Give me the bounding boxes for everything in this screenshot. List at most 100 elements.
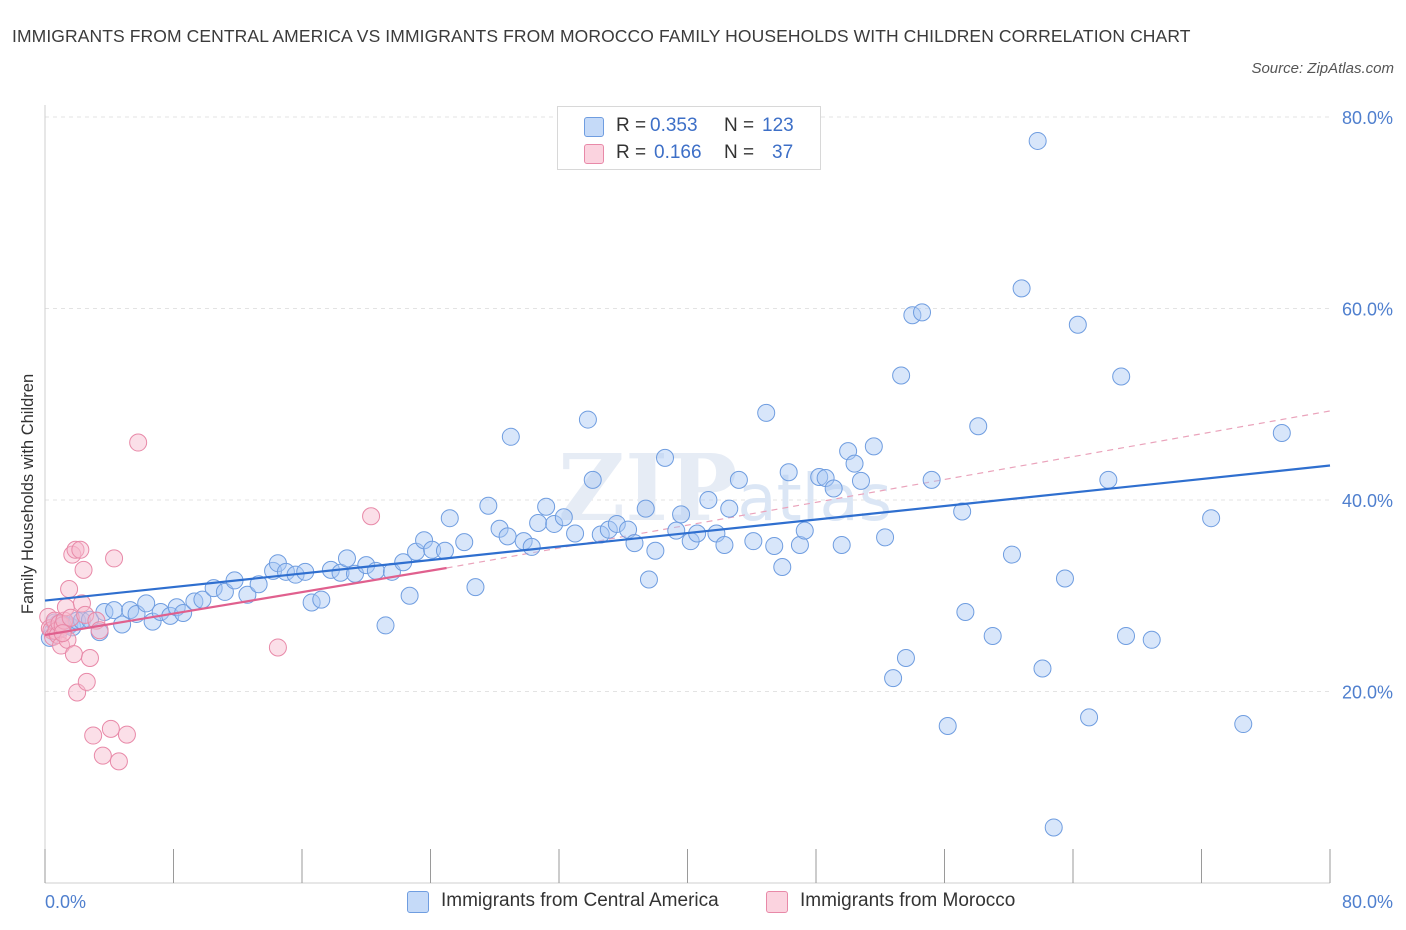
data-point-central-america (545, 514, 564, 533)
data-point-central-america (1028, 131, 1047, 150)
data-point-central-america (922, 470, 941, 489)
data-point-central-america (1012, 279, 1031, 298)
data-point-central-america (699, 491, 718, 509)
data-point-central-america (720, 499, 739, 518)
data-point-central-america (757, 403, 776, 422)
bottom-legend-label: Immigrants from Morocco (800, 890, 1016, 911)
data-point-central-america (876, 528, 895, 547)
data-point-central-america (566, 524, 585, 543)
data-point-central-america (466, 578, 485, 597)
axes (44, 105, 1331, 884)
data-point-central-america (583, 470, 602, 489)
y-tick-label: 40.0% (1342, 491, 1393, 511)
data-point-central-america (498, 527, 517, 546)
data-point-central-america (578, 410, 597, 429)
tick-labels: 20.0% 40.0% 60.0% 80.0% 0.0% 80.0% (45, 108, 1393, 912)
data-point-central-america (479, 496, 498, 515)
data-point-morocco (71, 540, 90, 559)
y-tick-label: 80.0% (1342, 108, 1393, 128)
legend-r-label: R = (616, 142, 647, 163)
data-point-central-america (969, 417, 988, 436)
data-point-morocco (109, 752, 128, 771)
central-america-trend-line (44, 464, 1331, 602)
data-point-central-america (864, 437, 883, 456)
data-point-morocco (66, 540, 85, 559)
data-point-central-america (1055, 569, 1074, 588)
data-point-central-america (639, 570, 658, 589)
data-point-central-america (376, 616, 395, 635)
data-point-central-america (337, 549, 356, 568)
data-point-central-america (1068, 315, 1087, 334)
data-point-central-america (790, 536, 809, 555)
data-point-morocco (84, 726, 103, 745)
data-point-central-america (238, 585, 257, 604)
data-point-central-america (956, 603, 975, 622)
data-point-central-america (440, 509, 459, 528)
data-point-central-america (983, 626, 1002, 645)
grid-lines (45, 116, 1330, 692)
data-point-central-america (1033, 659, 1052, 678)
legend-swatch-blue (584, 117, 604, 137)
data-point-morocco (101, 719, 120, 738)
legend-n-label: N = (724, 142, 755, 163)
y-tick-label: 20.0% (1342, 683, 1393, 703)
data-point-morocco (268, 638, 287, 657)
data-point-morocco (60, 580, 79, 599)
data-point-central-america (1234, 715, 1253, 734)
data-point-central-america (729, 470, 748, 489)
data-point-morocco (61, 608, 80, 627)
data-point-central-america (1142, 630, 1161, 649)
data-point-central-america (773, 558, 792, 577)
data-point-morocco (74, 560, 93, 579)
data-point-central-america (672, 505, 691, 524)
series-central-america-points (40, 131, 1291, 837)
data-point-morocco (64, 645, 83, 664)
data-point-central-america (913, 303, 932, 322)
morocco-trend-line (44, 566, 447, 637)
data-point-central-america (795, 521, 814, 540)
bottom-legend-swatch-blue (407, 891, 429, 913)
data-point-morocco (77, 672, 96, 691)
legend-n-value: 37 (772, 142, 794, 163)
data-point-central-america (636, 499, 655, 518)
data-point-central-america (896, 648, 915, 667)
data-point-central-america (1044, 818, 1063, 837)
data-point-central-america (656, 448, 675, 467)
data-point-central-america (554, 508, 573, 527)
data-point-central-america (501, 427, 520, 446)
data-point-morocco (93, 746, 112, 765)
correlation-legend: R = 0.353 N = 123 R = 0.166 N = 37 (557, 106, 821, 170)
data-point-central-america (400, 586, 419, 605)
data-point-central-america (646, 541, 665, 560)
data-point-central-america (1272, 423, 1291, 442)
data-point-central-america (137, 594, 156, 613)
data-point-morocco (80, 648, 99, 667)
data-point-central-america (765, 536, 784, 555)
data-point-central-america (810, 468, 829, 487)
data-point-central-america (1002, 545, 1021, 564)
source-label: Source: ZipAtlas.com (1251, 60, 1394, 77)
data-point-central-america (1112, 367, 1131, 386)
legend-r-label: R = (616, 115, 647, 136)
data-point-central-america (884, 669, 903, 688)
data-point-central-america (435, 541, 454, 560)
data-point-central-america (892, 366, 911, 385)
legend-r-value: 0.353 (650, 115, 698, 136)
data-point-central-america (938, 716, 957, 735)
data-point-morocco (72, 594, 91, 613)
legend-n-label: N = (724, 115, 755, 136)
data-point-morocco (129, 433, 148, 452)
data-point-morocco (362, 507, 381, 526)
data-point-central-america (1117, 626, 1136, 645)
legend-n-value: 123 (762, 115, 794, 136)
data-point-central-america (312, 590, 331, 609)
data-point-central-america (667, 521, 686, 540)
y-tick-label: 60.0% (1342, 300, 1393, 320)
data-point-central-america (215, 582, 234, 601)
y-axis-title: Family Households with Children (19, 374, 37, 614)
data-point-central-america (1202, 509, 1221, 528)
data-point-central-america (744, 532, 763, 551)
data-point-central-america (607, 514, 626, 533)
data-point-central-america (455, 533, 474, 552)
